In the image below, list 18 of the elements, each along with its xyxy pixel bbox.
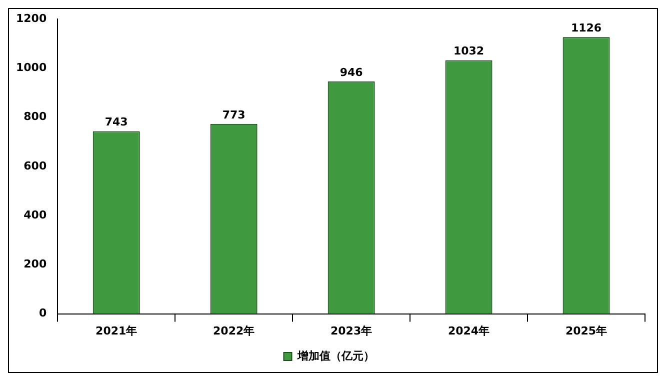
x-tick-label: 2025年 (565, 324, 608, 338)
y-tick-label: 0 (38, 306, 47, 320)
data-label: 743 (104, 116, 128, 129)
data-label: 1126 (570, 22, 602, 35)
x-tick-label: 2022年 (213, 324, 255, 338)
data-label: 946 (340, 66, 364, 79)
x-tick-label: 2023年 (330, 324, 372, 338)
x-tick-label: 2021年 (96, 324, 138, 338)
y-tick-label: 1000 (16, 60, 47, 74)
y-tick-label: 400 (24, 208, 47, 222)
y-tick-label: 1200 (16, 12, 47, 25)
y-tick-label: 600 (24, 159, 47, 172)
y-tick-label: 200 (24, 258, 47, 271)
legend-label: 增加值（亿元） (296, 349, 374, 362)
data-label: 1032 (453, 44, 484, 58)
y-tick-label: 800 (24, 110, 47, 124)
data-label: 773 (222, 108, 246, 122)
x-tick-label: 2024年 (448, 324, 490, 338)
